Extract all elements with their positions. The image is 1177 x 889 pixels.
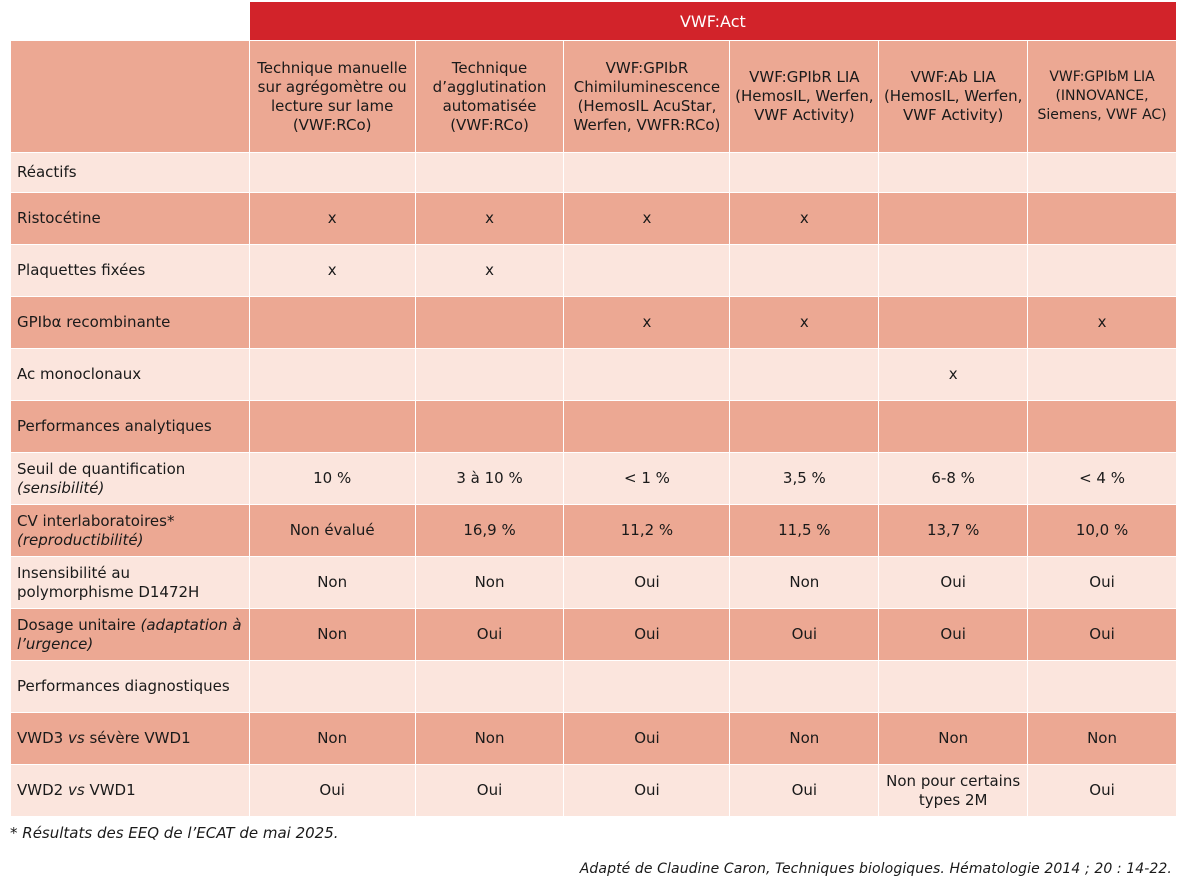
table-cell: Oui (563, 764, 731, 817)
table-cell: Oui (1027, 608, 1177, 661)
table-cell: < 1 % (563, 452, 731, 505)
table-cell: 10,0 % (1027, 504, 1177, 557)
table-cell (729, 348, 880, 401)
source-credit: Adapté de Claudine Caron, Techniques bio… (579, 861, 1172, 877)
table-row: GPIbα recombinante x x x (10, 296, 1177, 349)
table-cell (1027, 348, 1177, 401)
table-cell: Oui (248, 764, 416, 817)
column-header-row: Technique manuelle sur agrégomètre ou le… (10, 40, 1177, 153)
corner-cell (10, 1, 250, 41)
table-cell: 3 à 10 % (414, 452, 565, 505)
table-cell (414, 348, 565, 401)
row-label: VWD2 vs VWD1 (10, 764, 250, 817)
column-header: Technique d’agglutination automatisée (V… (414, 40, 565, 153)
section-row: Performances diagnostiques (10, 660, 1177, 713)
table-cell: x (1027, 296, 1177, 349)
table-cell: x (729, 296, 880, 349)
table-cell (414, 296, 565, 349)
row-label: Plaquettes fixées (10, 244, 250, 297)
column-header: Technique manuelle sur agrégomètre ou le… (248, 40, 416, 153)
header-corner (10, 40, 250, 153)
table-cell: Non (878, 712, 1029, 765)
column-header: VWF:Ab LIA (HemosIL, Werfen, VWF Activit… (878, 40, 1029, 153)
table-cell: Oui (414, 608, 565, 661)
column-header: VWF:GPIbM LIA (INNOVANCE, Siemens, VWF A… (1027, 40, 1177, 153)
table-cell: Non (1027, 712, 1177, 765)
table-cell: Oui (878, 556, 1029, 609)
row-label: GPIbα recombinante (10, 296, 250, 349)
table-cell: 3,5 % (729, 452, 880, 505)
table-cell: x (563, 192, 731, 245)
table-cell: 11,2 % (563, 504, 731, 557)
table-cell (878, 296, 1029, 349)
table-cell: 6-8 % (878, 452, 1029, 505)
table-cell: Non pour certains types 2M (878, 764, 1029, 817)
row-label: Seuil de quantification (sensibilité) (10, 452, 250, 505)
table-cell (248, 348, 416, 401)
table-row: Insensibilité au polymorphisme D1472H No… (10, 556, 1177, 609)
table-cell: x (414, 244, 565, 297)
row-label: Dosage unitaire (adaptation à l’urgence) (10, 608, 250, 661)
table-cell: Oui (729, 608, 880, 661)
column-header: VWF:GPIbR Chimiluminescence (HemosIL Acu… (563, 40, 731, 153)
table-cell (878, 244, 1029, 297)
section-row: Réactifs (10, 152, 1177, 193)
table-cell (729, 244, 880, 297)
section-title: Performances diagnostiques (10, 660, 250, 713)
table-cell: x (248, 192, 416, 245)
table-row: Ristocétine x x x x (10, 192, 1177, 245)
table-cell (1027, 244, 1177, 297)
table-cell: Non (414, 556, 565, 609)
table-row: Ac monoclonaux x (10, 348, 1177, 401)
table-cell: Oui (1027, 764, 1177, 817)
footnote: * Résultats des EEQ de l’ECAT de mai 202… (10, 824, 339, 842)
column-header: VWF:GPIbR LIA (HemosIL, Werfen, VWF Acti… (729, 40, 880, 153)
table-cell: Non (729, 712, 880, 765)
row-label: Insensibilité au polymorphisme D1472H (10, 556, 250, 609)
table-cell: x (878, 348, 1029, 401)
table-row: Plaquettes fixées x x (10, 244, 1177, 297)
table-row: VWD3 vs sévère VWD1 Non Non Oui Non Non … (10, 712, 1177, 765)
table-cell (563, 244, 731, 297)
table-cell (1027, 192, 1177, 245)
table-cell: Non (248, 608, 416, 661)
section-title: Réactifs (10, 152, 250, 193)
table-cell: 10 % (248, 452, 416, 505)
table-cell: Non (414, 712, 565, 765)
table-cell: x (414, 192, 565, 245)
table-cell: 13,7 % (878, 504, 1029, 557)
table-cell: x (729, 192, 880, 245)
table-cell: Non (248, 556, 416, 609)
table-cell: Non évalué (248, 504, 416, 557)
row-label: Ristocétine (10, 192, 250, 245)
table-cell: Oui (563, 712, 731, 765)
table-cell (563, 348, 731, 401)
table-cell: Oui (563, 608, 731, 661)
row-label: Ac monoclonaux (10, 348, 250, 401)
table-cell: Non (248, 712, 416, 765)
table-title: VWF:Act (248, 1, 1177, 41)
table-cell: x (248, 244, 416, 297)
table-cell: 16,9 % (414, 504, 565, 557)
table-cell: Oui (1027, 556, 1177, 609)
table-cell: x (563, 296, 731, 349)
table-cell: 11,5 % (729, 504, 880, 557)
table-cell: < 4 % (1027, 452, 1177, 505)
table-row: CV interlaboratoires* (reproductibilité) … (10, 504, 1177, 557)
comparison-table: VWF:Act Technique manuelle sur agrégomèt… (10, 1, 1177, 817)
row-label: VWD3 vs sévère VWD1 (10, 712, 250, 765)
table-cell: Non (729, 556, 880, 609)
table-cell (878, 192, 1029, 245)
table-cell: Oui (729, 764, 880, 817)
table-cell: Oui (563, 556, 731, 609)
table-row: Dosage unitaire (adaptation à l’urgence)… (10, 608, 1177, 661)
table-cell: Oui (414, 764, 565, 817)
table-cell (248, 296, 416, 349)
table-cell: Oui (878, 608, 1029, 661)
row-label: CV interlaboratoires* (reproductibilité) (10, 504, 250, 557)
table-row: VWD2 vs VWD1 Oui Oui Oui Oui Non pour ce… (10, 764, 1177, 817)
table-row: Seuil de quantification (sensibilité) 10 … (10, 452, 1177, 505)
section-row: Performances analytiques (10, 400, 1177, 453)
section-title: Performances analytiques (10, 400, 250, 453)
